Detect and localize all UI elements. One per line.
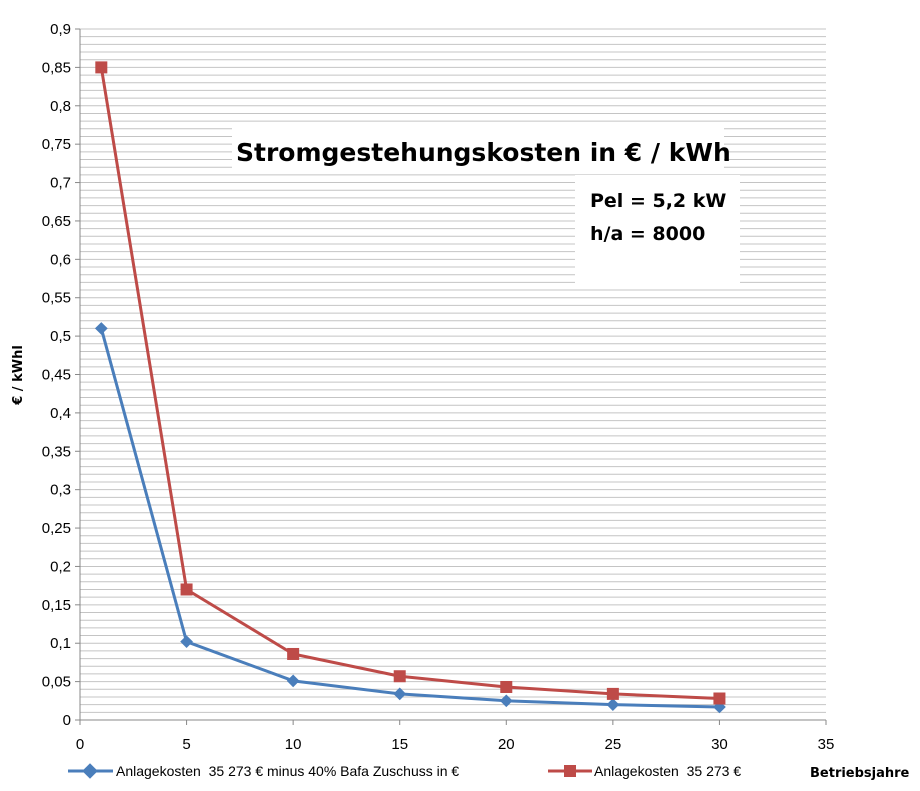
y-tick-label: 0,25: [42, 520, 71, 537]
series-2-point: [713, 692, 726, 705]
x-tick-label: 35: [818, 736, 835, 753]
series-1-point: [499, 694, 513, 708]
y-tick-label: 0,65: [42, 213, 71, 230]
legend: Anlagekosten 35 273 € minus 40% Bafa Zus…: [68, 763, 741, 779]
y-tick-label: 0,35: [42, 443, 71, 460]
series-1-point: [286, 674, 300, 688]
x-axis-label: Betriebsjahre: [810, 766, 910, 781]
x-tick-label: 20: [498, 736, 515, 753]
series-2-point: [393, 670, 406, 683]
series-2-point: [180, 583, 193, 596]
x-tick-label: 30: [711, 736, 728, 753]
notes-box: [575, 175, 740, 287]
y-tick-label: 0,7: [50, 175, 71, 192]
y-tick-label: 0,85: [42, 59, 71, 76]
x-tick-label: 5: [182, 736, 190, 753]
series-1-point: [94, 322, 108, 335]
y-tick-label: 0,6: [50, 251, 71, 268]
x-axis-ticks: 0 5 10 15 20 25 30 35: [76, 720, 835, 753]
x-tick-label: 0: [76, 736, 84, 753]
legend-marker-series-1: [82, 763, 98, 779]
y-axis-ticks: 0 0,05 0,1 0,15 0,2 0,25 0,3 0,35 0,4 0,45 0,5 0,55…: [42, 21, 80, 729]
series-2-point: [95, 61, 108, 74]
y-tick-label: 0,55: [42, 290, 71, 307]
y-tick-label: 0,9: [50, 21, 71, 38]
y-tick-label: 0: [63, 712, 71, 729]
series-2-point: [606, 687, 619, 700]
series-2-point: [287, 647, 300, 660]
series-1-point: [606, 698, 620, 712]
y-tick-label: 0,05: [42, 674, 71, 691]
x-tick-label: 10: [285, 736, 302, 753]
x-tick-label: 15: [391, 736, 408, 753]
y-tick-label: 0,75: [42, 136, 71, 153]
series-1-point: [180, 635, 193, 649]
chart-title: Stromgestehungskosten in € / kWh: [236, 138, 731, 167]
series-2-point: [500, 680, 513, 693]
note-power: Pel = 5,2 kW: [590, 190, 726, 212]
y-tick-label: 0,5: [50, 328, 71, 345]
legend-marker-series-2: [564, 765, 576, 777]
y-tick-label: 0,15: [42, 597, 71, 614]
y-tick-label: 0,4: [50, 405, 71, 422]
y-tick-label: 0,1: [50, 635, 71, 652]
y-tick-label: 0,45: [42, 367, 71, 384]
series-1-line: [99, 328, 720, 709]
y-tick-label: 0,8: [50, 98, 71, 115]
y-tick-label: 0,2: [50, 558, 71, 575]
x-tick-label: 25: [605, 736, 622, 753]
note-hours: h/a = 8000: [590, 223, 705, 245]
title-background: [232, 128, 724, 173]
y-axis-label: € / kWhl: [11, 345, 26, 406]
legend-label-series-1: Anlagekosten 35 273 € minus 40% Bafa Zus…: [116, 763, 459, 779]
legend-label-series-2: Anlagekosten 35 273 €: [594, 763, 741, 779]
y-tick-label: 0,3: [50, 482, 71, 499]
